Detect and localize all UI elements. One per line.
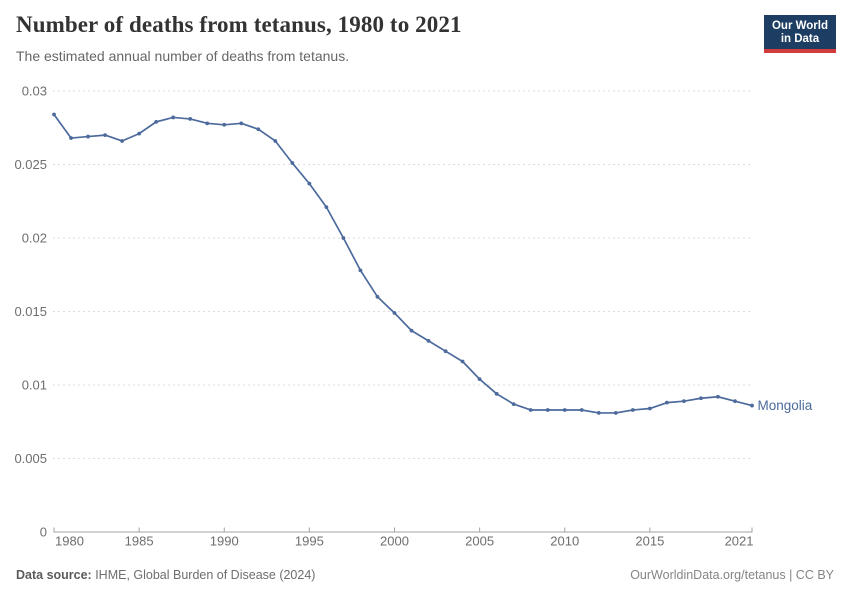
data-point bbox=[682, 399, 686, 404]
trend-line bbox=[53, 113, 753, 414]
data-point bbox=[358, 268, 363, 273]
data-point bbox=[613, 411, 618, 415]
data-point bbox=[256, 127, 261, 132]
data-point bbox=[52, 112, 56, 117]
x-tick-label: 1980 bbox=[55, 534, 84, 549]
y-tick-label: 0.015 bbox=[14, 304, 47, 319]
data-point bbox=[460, 359, 465, 364]
data-point bbox=[341, 236, 346, 240]
y-tick-label: 0.025 bbox=[14, 157, 47, 172]
data-point bbox=[647, 406, 652, 411]
data-point bbox=[579, 408, 584, 412]
data-point bbox=[562, 408, 567, 412]
data-point bbox=[596, 411, 601, 415]
data-point bbox=[222, 122, 227, 127]
data-point bbox=[630, 408, 635, 412]
data-point bbox=[103, 133, 107, 138]
data-point bbox=[699, 396, 703, 401]
data-point bbox=[426, 339, 431, 343]
x-tick-label: 2015 bbox=[635, 534, 664, 549]
chart-subtitle: The estimated annual number of deaths fr… bbox=[16, 48, 350, 64]
logo-line1: Our World bbox=[771, 20, 828, 32]
data-point bbox=[239, 121, 244, 126]
y-tick-label: 0 bbox=[40, 525, 47, 540]
x-tick-label: 2000 bbox=[380, 534, 409, 549]
data-point bbox=[86, 134, 90, 139]
data-point bbox=[375, 294, 380, 299]
credit-line: OurWorldinData.org/tetanus | CC BY bbox=[630, 568, 834, 582]
data-point bbox=[324, 205, 329, 210]
data-point bbox=[477, 377, 482, 382]
data-point bbox=[120, 139, 124, 143]
y-tick-label: 0.01 bbox=[22, 378, 47, 393]
data-point bbox=[528, 408, 533, 412]
chart-footer: Data source: IHME, Global Burden of Dise… bbox=[16, 568, 834, 582]
y-tick-label: 0.02 bbox=[22, 231, 47, 246]
data-point bbox=[290, 161, 295, 165]
data-point bbox=[545, 408, 550, 412]
data-point bbox=[171, 115, 176, 120]
series-label-mongolia: Mongolia bbox=[758, 398, 813, 413]
data-point bbox=[188, 117, 193, 121]
y-tick-label: 0.03 bbox=[22, 84, 47, 99]
data-point bbox=[511, 402, 516, 407]
data-point bbox=[443, 349, 448, 354]
data-source-value: IHME, Global Burden of Disease (2024) bbox=[91, 568, 316, 582]
logo-line2: in Data bbox=[780, 33, 820, 45]
data-point bbox=[716, 394, 720, 399]
data-point bbox=[154, 119, 159, 124]
data-point bbox=[205, 121, 210, 126]
x-tick-label: 2021 bbox=[725, 534, 754, 549]
data-point bbox=[664, 400, 669, 405]
x-tick-label: 2010 bbox=[550, 534, 579, 549]
x-tick-label: 1985 bbox=[125, 534, 154, 549]
chart-title: Number of deaths from tetanus, 1980 to 2… bbox=[16, 12, 462, 37]
x-tick-label: 2005 bbox=[465, 534, 494, 549]
y-tick-label: 0.005 bbox=[14, 451, 47, 466]
x-tick-label: 1995 bbox=[295, 534, 324, 549]
x-tick-label: 1990 bbox=[210, 534, 239, 549]
data-point bbox=[733, 399, 737, 404]
data-source: Data source: IHME, Global Burden of Dise… bbox=[16, 568, 315, 582]
owid-logo: Our World in Data bbox=[763, 15, 836, 53]
data-source-label: Data source: bbox=[16, 568, 92, 582]
data-point bbox=[750, 403, 754, 408]
data-point bbox=[392, 311, 397, 315]
data-point bbox=[494, 391, 499, 396]
data-point bbox=[137, 131, 142, 136]
data-point bbox=[69, 136, 73, 140]
data-point bbox=[307, 181, 312, 186]
data-point bbox=[409, 328, 414, 333]
data-point bbox=[273, 139, 278, 143]
